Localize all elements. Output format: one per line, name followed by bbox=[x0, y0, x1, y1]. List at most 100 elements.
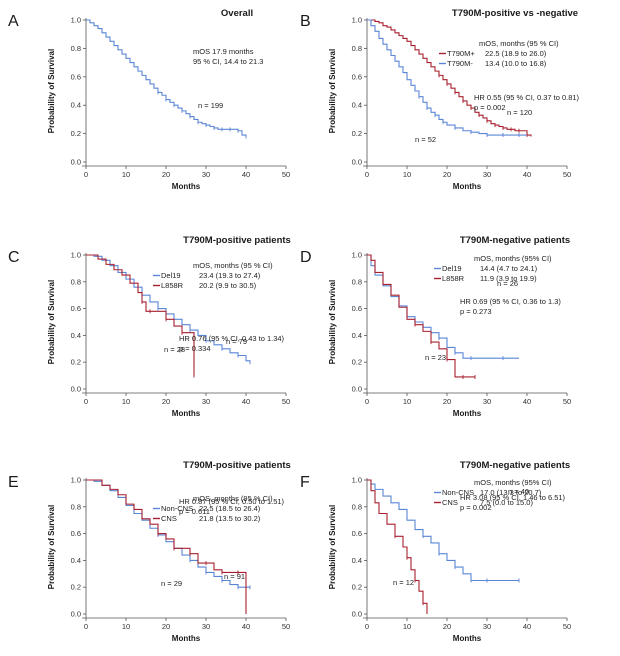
n-label: n = 28 bbox=[164, 345, 185, 354]
x-tick-label: 30 bbox=[202, 397, 210, 406]
y-tick-label: 0.0 bbox=[71, 158, 81, 167]
y-tick-label: 0.8 bbox=[352, 277, 362, 286]
legend-item-value: 17.0 (13.3 to 20.7) bbox=[480, 488, 542, 497]
y-tick-label: 1.0 bbox=[352, 16, 362, 25]
x-tick-label: 40 bbox=[242, 397, 250, 406]
panel-b: B T790M-positive vs -negative 0.0 0.2 0.4 0.6… bbox=[300, 8, 580, 191]
panel-label: B bbox=[300, 13, 311, 30]
series-line-cns bbox=[86, 479, 247, 614]
y-tick-label: 0.6 bbox=[71, 304, 81, 313]
annotation: p = 0.334 bbox=[179, 344, 211, 353]
annotation: HR 0.55 (95 % CI, 0.37 to 0.81) bbox=[474, 93, 580, 102]
series-line-t790m- bbox=[367, 19, 532, 137]
y-tick-label: 1.0 bbox=[352, 476, 362, 485]
annotation: p = 0.002 bbox=[460, 503, 492, 512]
panel-title: T790M-positive vs -negative bbox=[452, 8, 578, 19]
panel-a: A Overall 0.0 0.2 0.4 0.6 0.8 1.0 0 10 20 30 40 50 Mon… bbox=[8, 8, 290, 191]
legend-item-value: 23.4 (19.3 to 27.4) bbox=[199, 271, 261, 280]
series-line-t790m- bbox=[367, 19, 527, 136]
x-axis-label: Months bbox=[172, 409, 201, 418]
legend-item-name: T790M- bbox=[447, 59, 473, 68]
x-axis-label: Months bbox=[172, 634, 201, 643]
y-tick-label: 0.6 bbox=[71, 529, 81, 538]
x-axis-label: Months bbox=[172, 182, 201, 191]
y-tick-label: 0.8 bbox=[71, 502, 81, 511]
panel-f: F T790M-negative patients 0.0 0.2 0.4 0.6 0.8 1… bbox=[300, 460, 571, 643]
x-tick-label: 40 bbox=[242, 622, 250, 631]
y-axis-label: Probability of Survival bbox=[47, 49, 56, 133]
y-tick-label: 0.8 bbox=[352, 502, 362, 511]
y-tick-label: 1.0 bbox=[71, 476, 81, 485]
x-tick-label: 10 bbox=[122, 622, 130, 631]
n-label: n = 23 bbox=[425, 353, 446, 362]
legend-header: mOS, months (95 % CI) bbox=[193, 261, 273, 270]
panel-d: D T790M-negative patients 0.0 0.2 0.4 0.6 0.8 1… bbox=[300, 235, 571, 418]
legend-item-value: 21.8 (13.5 to 30.2) bbox=[199, 514, 261, 523]
legend-header: mOS, months (95% CI) bbox=[474, 254, 552, 263]
series-line-non-cns bbox=[86, 479, 250, 588]
x-tick-label: 10 bbox=[403, 397, 411, 406]
y-axis-label: Probability of Survival bbox=[47, 505, 56, 589]
y-tick-label: 0.2 bbox=[352, 358, 362, 367]
x-tick-label: 50 bbox=[563, 170, 571, 179]
series-line-l858r bbox=[86, 254, 195, 376]
annotation: 95 % CI, 14.4 to 21.3 bbox=[193, 57, 263, 66]
x-tick-label: 40 bbox=[523, 170, 531, 179]
y-tick-label: 0.2 bbox=[71, 583, 81, 592]
y-tick-label: 1.0 bbox=[71, 16, 81, 25]
annotation: p = 0.611 bbox=[179, 507, 210, 516]
annotation: HR 3.08 (95 % CI, 1.46 to 6.51) bbox=[460, 493, 566, 502]
y-tick-label: 0.2 bbox=[71, 129, 81, 138]
y-tick-label: 1.0 bbox=[71, 251, 81, 260]
y-tick-label: 0.6 bbox=[71, 72, 81, 81]
n-label: n = 40 bbox=[508, 487, 529, 496]
panel-e: E T790M-positive patients 0.0 0.2 0.4 0.6 0.8 1… bbox=[8, 460, 291, 643]
y-tick-label: 0.2 bbox=[352, 129, 362, 138]
x-tick-label: 20 bbox=[162, 622, 170, 631]
legend-header: mOS, months (95 % CI) bbox=[193, 494, 273, 503]
y-tick-label: 0.8 bbox=[71, 277, 81, 286]
x-tick-label: 30 bbox=[202, 170, 210, 179]
panel-label: A bbox=[8, 13, 19, 30]
x-tick-label: 0 bbox=[84, 622, 88, 631]
legend-item-value: 14.4 (4.7 to 24.1) bbox=[480, 264, 538, 273]
x-tick-label: 50 bbox=[563, 397, 571, 406]
n-label: n = 52 bbox=[415, 135, 436, 144]
legend-item-name: Non-CNS bbox=[161, 504, 193, 513]
x-tick-label: 0 bbox=[84, 170, 88, 179]
legend-item-name: CNS bbox=[161, 514, 177, 523]
legend-header: mOS, months (95% CI) bbox=[474, 478, 552, 487]
x-tick-label: 0 bbox=[84, 397, 88, 406]
y-tick-label: 0.0 bbox=[352, 158, 362, 167]
y-tick-label: 0.8 bbox=[71, 44, 81, 53]
x-tick-label: 10 bbox=[122, 397, 130, 406]
x-tick-label: 0 bbox=[365, 170, 369, 179]
legend-item-name: L858R bbox=[161, 281, 184, 290]
x-tick-label: 40 bbox=[523, 622, 531, 631]
n-label: n = 26 bbox=[497, 279, 518, 288]
x-tick-label: 50 bbox=[282, 397, 290, 406]
legend-item-name: L858R bbox=[442, 274, 465, 283]
annotation: HR 0.76 (95 % CI, 0.43 to 1.34) bbox=[179, 334, 285, 343]
x-tick-label: 20 bbox=[443, 170, 451, 179]
x-axis-label: Months bbox=[453, 182, 482, 191]
x-tick-label: 0 bbox=[365, 397, 369, 406]
legend-item-value: 22.5 (18.5 to 26.4) bbox=[199, 504, 261, 513]
x-tick-label: 20 bbox=[443, 397, 451, 406]
annotation: p = 0.273 bbox=[460, 307, 492, 316]
x-tick-label: 50 bbox=[282, 622, 290, 631]
y-tick-label: 0.2 bbox=[352, 583, 362, 592]
panel-label: C bbox=[8, 249, 20, 266]
y-tick-label: 0.4 bbox=[71, 101, 81, 110]
n-label: n = 91 bbox=[224, 572, 245, 581]
panel-label: F bbox=[300, 474, 310, 491]
n-label: n = 12 bbox=[393, 578, 414, 587]
x-tick-label: 20 bbox=[162, 397, 170, 406]
annotation: HR 0.69 (95 % CI, 0.36 to 1.3) bbox=[460, 297, 561, 306]
legend-item-value: 20.2 (9.9 to 30.5) bbox=[199, 281, 257, 290]
legend-item-name: Non-CNS bbox=[442, 488, 474, 497]
legend-item-value: 13.4 (10.0 to 16.8) bbox=[485, 59, 547, 68]
y-tick-label: 1.0 bbox=[352, 251, 362, 260]
n-label: n = 120 bbox=[507, 108, 532, 117]
